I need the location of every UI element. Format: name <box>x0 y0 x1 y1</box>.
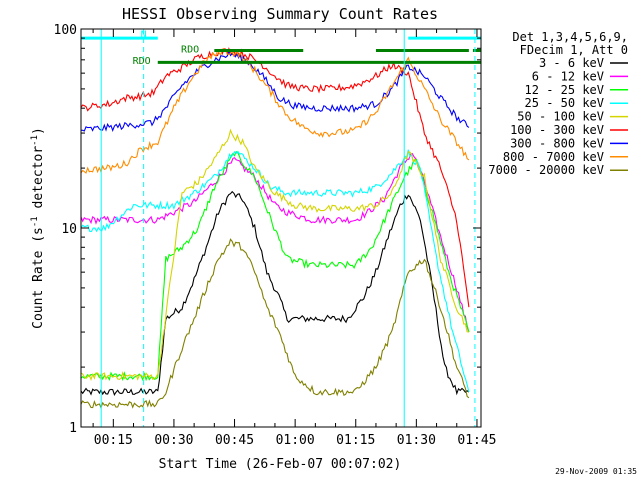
y-tick-label-2: 100 <box>54 23 77 38</box>
y-label-sup2: -1 <box>30 135 40 146</box>
legend-entry-label-2: 12 - 25 keV <box>525 83 604 97</box>
y-axis-label: Count Rate (s-1 detector-1) <box>30 127 46 329</box>
legend-header-1: Det 1,3,4,5,6,9, <box>512 30 628 44</box>
footer-timestamp: 29-Nov-2009 01:35 <box>555 467 637 476</box>
x-tick-label-4: 01:15 <box>336 433 375 448</box>
annotation-0: N <box>141 29 147 40</box>
x-axis-label: Start Time (26-Feb-07 00:07:02) <box>159 457 402 472</box>
legend-entry-label-8: 7000 - 20000 keV <box>488 163 604 177</box>
legend-entry-label-7: 800 - 7000 keV <box>503 150 604 164</box>
series-layer <box>80 46 470 410</box>
legend-entry-label-5: 100 - 300 keV <box>510 123 604 137</box>
legend-entry-label-3: 25 - 50 keV <box>525 96 604 110</box>
series-line-6 <box>80 46 470 308</box>
legend-entry-label-1: 6 - 12 keV <box>532 69 604 83</box>
y-label-end: ) <box>31 127 46 135</box>
annotation-layer: N RDO RDO <box>133 29 200 66</box>
ticks-layer: 00:15 00:30 00:45 01:00 01:15 01:30 01:45 1 10 10… <box>54 23 497 448</box>
legend-entry-label-0: 3 - 6 keV <box>539 56 604 70</box>
annotation-2: RDO <box>133 56 151 67</box>
legend-entry-label-6: 300 - 800 keV <box>510 136 604 150</box>
x-tick-label-6: 01:45 <box>457 433 496 448</box>
series-line-1 <box>80 190 470 396</box>
plot-frame <box>80 28 482 428</box>
chart-title: HESSI Observing Summary Count Rates <box>122 5 438 23</box>
y-label-sup: -1 <box>30 216 40 227</box>
y-tick-label-0: 1 <box>69 421 77 436</box>
legend: Det 1,3,4,5,6,9, FDecim 1, Att 0 3 - 6 k… <box>488 30 628 177</box>
series-line-4 <box>80 149 470 393</box>
x-tick-label-1: 00:30 <box>154 433 193 448</box>
series-line-7 <box>80 49 470 132</box>
series-line-3 <box>80 150 470 382</box>
x-tick-label-2: 00:45 <box>215 433 254 448</box>
x-tick-label-3: 01:00 <box>276 433 315 448</box>
series-line-5 <box>80 128 469 381</box>
y-tick-label-1: 10 <box>61 222 77 237</box>
y-label-post: detector <box>31 146 46 217</box>
legend-header-2: FDecim 1, Att 0 <box>520 43 628 57</box>
legend-entry-label-4: 50 - 100 keV <box>517 110 604 124</box>
status-bars-layer <box>81 29 481 427</box>
series-line-9 <box>80 238 470 410</box>
x-tick-label-0: 00:15 <box>94 433 133 448</box>
annotation-1: RDO <box>181 44 199 55</box>
series-line-2 <box>80 152 470 333</box>
y-label-pre: Count Rate (s <box>31 227 46 329</box>
x-tick-label-5: 01:30 <box>397 433 436 448</box>
